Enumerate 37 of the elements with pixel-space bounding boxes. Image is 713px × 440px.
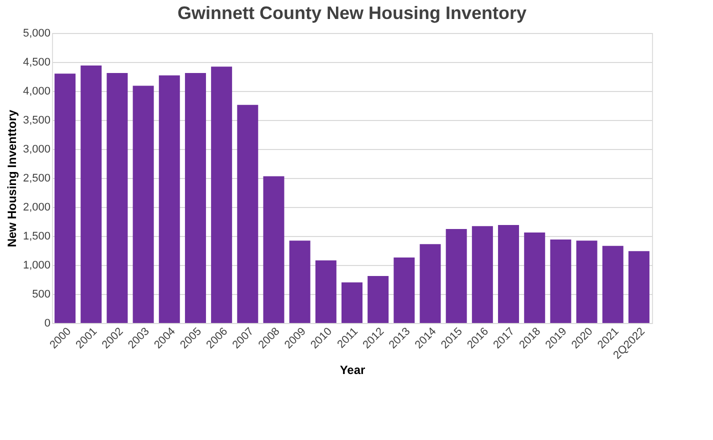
bar bbox=[315, 260, 336, 323]
y-tick-label: 1,000 bbox=[22, 260, 50, 272]
bar bbox=[54, 74, 76, 323]
bar bbox=[498, 224, 520, 323]
bar bbox=[524, 232, 546, 323]
bar bbox=[342, 282, 362, 323]
y-tick-label: 500 bbox=[32, 288, 50, 300]
bar bbox=[80, 65, 102, 323]
y-tick-label: 4,500 bbox=[22, 56, 50, 68]
bar bbox=[472, 226, 493, 323]
y-tick-label: 5,000 bbox=[22, 28, 50, 40]
bar bbox=[602, 246, 624, 323]
bar bbox=[263, 176, 284, 323]
y-tick-label: 2,000 bbox=[22, 202, 50, 214]
bar bbox=[132, 86, 154, 323]
bar bbox=[550, 239, 572, 323]
x-axis-title: Year bbox=[340, 362, 366, 377]
bar bbox=[184, 73, 206, 323]
bar bbox=[446, 229, 467, 323]
y-tick-label: 2,500 bbox=[22, 172, 50, 184]
y-tick-label: 1,500 bbox=[22, 230, 50, 242]
bar bbox=[368, 276, 389, 323]
bar bbox=[394, 257, 415, 323]
y-axis-title: New Housing Inventtory bbox=[4, 110, 19, 248]
bar bbox=[237, 104, 258, 323]
y-tick-label: 3,500 bbox=[22, 114, 50, 126]
bar bbox=[289, 240, 310, 323]
y-tick-label: 0 bbox=[44, 318, 50, 330]
bar bbox=[158, 75, 180, 323]
bar bbox=[106, 73, 128, 323]
bar bbox=[628, 251, 650, 323]
y-tick-label: 4,000 bbox=[22, 86, 50, 98]
y-tick-label: 3,000 bbox=[22, 144, 50, 156]
chart-title: Gwinnett County New Housing Inventory bbox=[177, 3, 527, 23]
bar bbox=[211, 66, 232, 323]
bar bbox=[420, 244, 441, 323]
bar bbox=[576, 240, 598, 323]
